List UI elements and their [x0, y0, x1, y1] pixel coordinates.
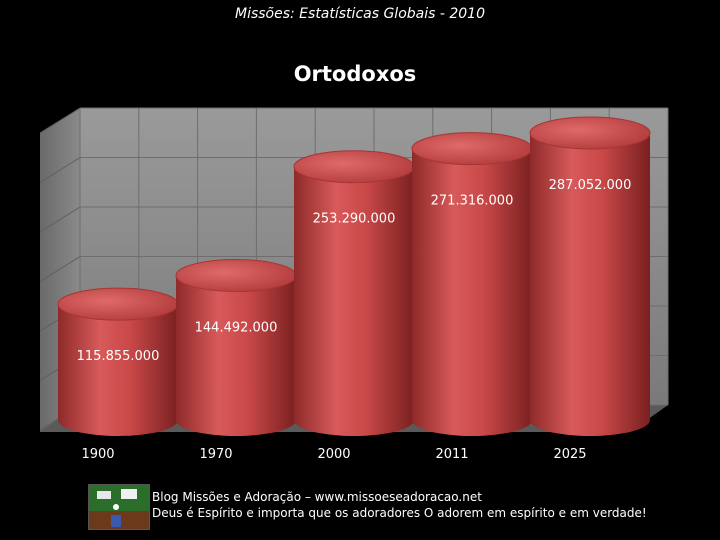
bar-body [412, 148, 532, 436]
x-tick-label: 2000 [317, 447, 350, 462]
bar-2000: 253.290.000 [293, 150, 415, 436]
bar-value-label: 115.855.000 [77, 349, 160, 364]
chart-title: Ortodoxos [294, 62, 417, 86]
footer: Blog Missões e Adoração – www.missoesead… [88, 484, 708, 534]
page-header: Missões: Estatísticas Globais - 2010 [234, 6, 485, 22]
bar-value-label: 271.316.000 [431, 194, 514, 209]
x-tick-label: 1970 [199, 447, 232, 462]
bar-body [294, 166, 414, 436]
footer-line-2: Deus é Espírito e importa que os adorado… [152, 506, 647, 520]
bar-value-label: 253.290.000 [313, 212, 396, 227]
bar-1970: 144.492.000 [175, 259, 297, 436]
x-tick-label: 2011 [435, 447, 468, 462]
grid-line-side [39, 206, 81, 233]
bar-2011: 271.316.000 [411, 132, 533, 436]
bar-1900: 115.855.000 [57, 287, 179, 436]
bar-top [529, 116, 651, 150]
x-axis-labels: 1900 1970 2000 2011 2025 [81, 447, 586, 462]
footer-line-1: Blog Missões e Adoração – www.missoesead… [152, 490, 482, 504]
grid-line-side [39, 157, 81, 183]
bar-top [175, 259, 297, 293]
bar-value-label: 144.492.000 [195, 321, 278, 336]
bar-chart: Ortodoxos 115.855.000 144.492.000 253.290.… [39, 62, 669, 462]
footer-text: Blog Missões e Adoração – www.missoesead… [152, 489, 647, 521]
x-tick-label: 2025 [553, 447, 586, 462]
chart-bars: 115.855.000 144.492.000 253.290.000 271.316… [57, 116, 651, 436]
grid-line-side [39, 256, 81, 282]
bar-body [176, 275, 296, 436]
x-tick-label: 1900 [81, 447, 114, 462]
bar-2025: 287.052.000 [529, 116, 651, 436]
grid-line-side [39, 107, 81, 134]
bar-top [293, 150, 415, 184]
bar-body [530, 132, 650, 436]
bar-top [57, 287, 179, 321]
chart-area: Ortodoxos 115.855.000 144.492.000 253.290.… [39, 62, 669, 462]
bar-top [411, 132, 533, 166]
bar-value-label: 287.052.000 [549, 178, 632, 193]
bar-body [58, 304, 178, 436]
blog-logo-icon [88, 484, 150, 530]
